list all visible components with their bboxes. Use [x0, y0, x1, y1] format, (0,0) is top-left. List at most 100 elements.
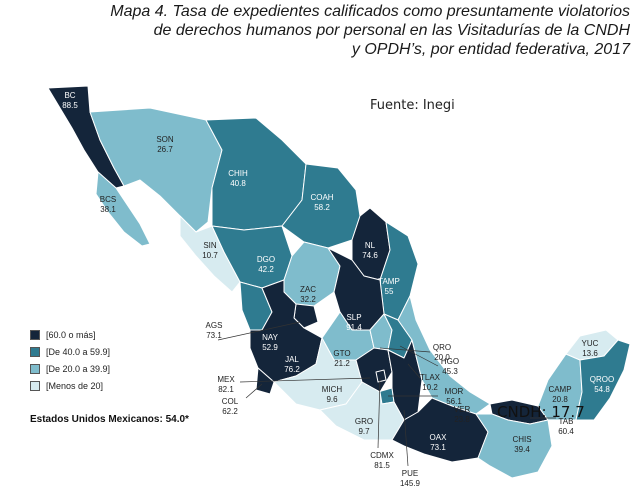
legend-swatch — [30, 363, 40, 374]
leader-line-mex — [239, 377, 371, 383]
state-value-ver: 23.8 — [454, 415, 470, 424]
state-value-col: 62.2 — [222, 407, 238, 416]
state-value-chih: 40.8 — [230, 179, 246, 188]
state-label-gro: GRO — [355, 417, 373, 426]
state-value-coah: 58.2 — [314, 203, 330, 212]
state-label-mich: MICH — [322, 385, 343, 394]
state-value-tamp: 55 — [385, 287, 394, 296]
state-label-bcs: BCS — [100, 195, 116, 204]
state-value-bc: 88.5 — [62, 101, 78, 110]
state-value-mich: 9.6 — [326, 395, 338, 404]
state-label-gto: GTO — [333, 349, 350, 358]
leader-line-hgo — [399, 345, 439, 367]
leader-line-pue — [403, 409, 409, 467]
state-label-tlax: TLAX — [420, 373, 441, 382]
legend-label: [60.0 o más] — [46, 329, 96, 340]
state-value-pue: 145.9 — [400, 479, 421, 488]
state-shape-chih — [205, 117, 307, 231]
legend-item: [60.0 o más] — [30, 326, 110, 343]
legend-label: [De 20.0 a 39.9] — [46, 363, 111, 374]
state-label-nl: NL — [365, 241, 376, 250]
state-label-nay: NAY — [262, 333, 279, 342]
legend-swatch — [30, 380, 40, 391]
state-value-jal: 76.2 — [284, 365, 300, 374]
state-value-qro: 20.0 — [434, 353, 450, 362]
state-label-qroo: QROO — [590, 375, 614, 384]
state-label-mor: MOR — [445, 387, 464, 396]
leader-line-ags — [217, 321, 301, 341]
state-shape-bc — [47, 85, 125, 189]
legend: [60.0 o más] [De 40.0 a 59.9] [De 20.0 a… — [30, 326, 110, 394]
source-note: Fuente: Inegi — [370, 98, 455, 113]
state-label-ags: AGS — [206, 321, 223, 330]
state-value-qroo: 54.8 — [594, 385, 610, 394]
legend-swatch — [30, 346, 40, 357]
state-value-nl: 74.6 — [362, 251, 378, 260]
state-value-dgo: 42.2 — [258, 265, 274, 274]
state-value-camp: 20.8 — [552, 395, 568, 404]
state-label-zac: ZAC — [300, 285, 316, 294]
state-value-son: 26.7 — [157, 145, 173, 154]
state-shape-sin — [179, 215, 241, 293]
state-label-tab: TAB — [559, 417, 574, 426]
state-value-tab: 60.4 — [558, 427, 574, 436]
state-label-hgo: HGO — [441, 357, 459, 366]
state-shape-bcs — [95, 171, 151, 247]
state-label-coah: COAH — [310, 193, 333, 202]
leader-line-col — [245, 383, 263, 399]
state-label-camp: CAMP — [548, 385, 571, 394]
state-value-yuc: 13.6 — [582, 349, 598, 358]
state-label-sin: SIN — [203, 241, 217, 250]
state-shape-gro — [319, 381, 405, 441]
state-shape-chis — [475, 413, 553, 479]
state-label-jal: JAL — [285, 355, 299, 364]
legend-item: [De 40.0 a 59.9] — [30, 343, 110, 360]
state-label-oax: OAX — [430, 433, 448, 442]
state-label-chis: CHIS — [512, 435, 531, 444]
legend-label: [Menos de 20] — [46, 380, 104, 391]
state-value-tlax: 10.2 — [422, 383, 438, 392]
legend-label: [De 40.0 a 59.9] — [46, 346, 111, 357]
state-label-tamp: TAMP — [378, 277, 400, 286]
state-label-dgo: DGO — [257, 255, 275, 264]
state-label-cdmx: CDMX — [370, 451, 394, 460]
legend-item: [De 20.0 a 39.9] — [30, 360, 110, 377]
state-label-mex: MEX — [217, 375, 235, 384]
state-value-ags: 73.1 — [206, 331, 222, 340]
state-value-mor: 56.1 — [446, 397, 462, 406]
national-rate: Estados Unidos Mexicanos: 54.0* — [30, 414, 189, 425]
state-shape-coah — [281, 163, 361, 249]
state-value-sin: 10.7 — [202, 251, 218, 260]
state-label-bc: BC — [64, 91, 75, 100]
state-label-yuc: YUC — [582, 339, 599, 348]
state-value-mex: 82.1 — [218, 385, 234, 394]
state-label-slp: SLP — [346, 313, 361, 322]
state-shape-qroo — [575, 339, 631, 421]
legend-item: [Menos de 20] — [30, 377, 110, 394]
leader-line-qro — [379, 347, 431, 353]
leader-lines — [217, 321, 556, 467]
state-value-cdmx: 81.5 — [374, 461, 390, 470]
state-label-chih: CHIH — [228, 169, 248, 178]
state-label-pue: PUE — [402, 469, 418, 478]
state-label-qro: QRO — [433, 343, 451, 352]
state-value-gto: 21.2 — [334, 359, 350, 368]
state-value-zac: 32.2 — [300, 295, 316, 304]
state-label-ver: VER — [454, 405, 471, 414]
leader-line-tlax — [407, 363, 421, 379]
state-value-gro: 9.7 — [358, 427, 370, 436]
legend-swatch — [30, 329, 40, 340]
cndh-rate: CNDH: 17.7 — [497, 403, 585, 421]
state-labels: BC88.5SON26.7CHIH40.8COAH58.2BCS38.1SIN1… — [62, 91, 614, 488]
state-value-bcs: 38.1 — [100, 205, 116, 214]
state-value-chis: 39.4 — [514, 445, 530, 454]
state-shape-cdmx — [375, 369, 387, 383]
state-value-nay: 52.9 — [262, 343, 278, 352]
state-value-hgo: 45.3 — [442, 367, 458, 376]
state-value-slp: 91.4 — [346, 323, 362, 332]
leader-line-cdmx — [377, 377, 381, 449]
state-label-col: COL — [222, 397, 239, 406]
state-label-son: SON — [156, 135, 174, 144]
state-value-oax: 73.1 — [430, 443, 446, 452]
